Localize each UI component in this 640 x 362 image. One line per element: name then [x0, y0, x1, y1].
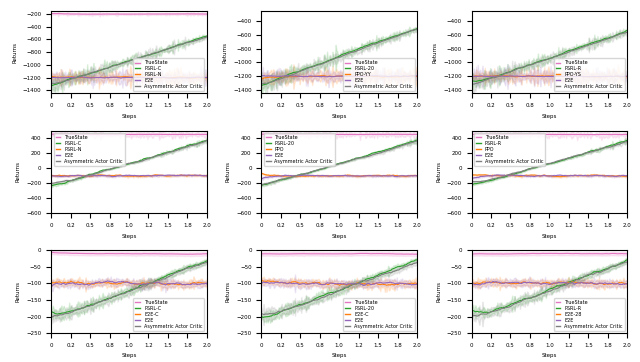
Y-axis label: Returns: Returns [223, 42, 227, 63]
Legend: TrueState, PSRL-R, E2E-28, E2E, Asymmetric Actor Critic: TrueState, PSRL-R, E2E-28, E2E, Asymmetr… [554, 298, 625, 331]
X-axis label: Steps: Steps [541, 233, 557, 239]
Y-axis label: Returns: Returns [433, 42, 438, 63]
Legend: TrueState, PSRL-C, PSRL-N, E2E, Asymmetric Actor Critic: TrueState, PSRL-C, PSRL-N, E2E, Asymmetr… [133, 58, 204, 91]
Y-axis label: Returns: Returns [16, 161, 20, 182]
Legend: TrueState, PSRL-R, PPO-YS, E2E, Asymmetric Actor Critic: TrueState, PSRL-R, PPO-YS, E2E, Asymmetr… [554, 58, 625, 91]
X-axis label: Steps: Steps [122, 114, 137, 119]
Legend: TrueState, PSRL-C, E2E-C, E2E, Asymmetric Actor Critic: TrueState, PSRL-C, E2E-C, E2E, Asymmetri… [133, 298, 204, 331]
X-axis label: Steps: Steps [332, 233, 347, 239]
Y-axis label: Returns: Returns [226, 161, 231, 182]
Legend: TrueState, PSRL-20, PPO, E2E, Asymmetric Actor Critic: TrueState, PSRL-20, PPO, E2E, Asymmetric… [264, 133, 335, 166]
Legend: TrueState, PSRL-C, PSRL-N, E2E, Asymmetric Actor Critic: TrueState, PSRL-C, PSRL-N, E2E, Asymmetr… [54, 133, 125, 166]
Legend: TrueState, PSRL-20, E2E-C, E2E, Asymmetric Actor Critic: TrueState, PSRL-20, E2E-C, E2E, Asymmetr… [344, 298, 415, 331]
Legend: TrueState, PSRL-20, PPO-YY, E2E, Asymmetric Actor Critic: TrueState, PSRL-20, PPO-YY, E2E, Asymmet… [344, 58, 415, 91]
Y-axis label: Returns: Returns [436, 161, 441, 182]
Y-axis label: Returns: Returns [226, 281, 231, 302]
Y-axis label: Returns: Returns [16, 281, 20, 302]
X-axis label: Steps: Steps [122, 233, 137, 239]
Legend: TrueState, PSRL-R, PPO, E2E, Asymmetric Actor Critic: TrueState, PSRL-R, PPO, E2E, Asymmetric … [474, 133, 545, 166]
X-axis label: Steps: Steps [332, 114, 347, 119]
X-axis label: Steps: Steps [541, 114, 557, 119]
Y-axis label: Returns: Returns [12, 42, 17, 63]
Y-axis label: Returns: Returns [436, 281, 441, 302]
X-axis label: Steps: Steps [541, 353, 557, 358]
X-axis label: Steps: Steps [332, 353, 347, 358]
X-axis label: Steps: Steps [122, 353, 137, 358]
